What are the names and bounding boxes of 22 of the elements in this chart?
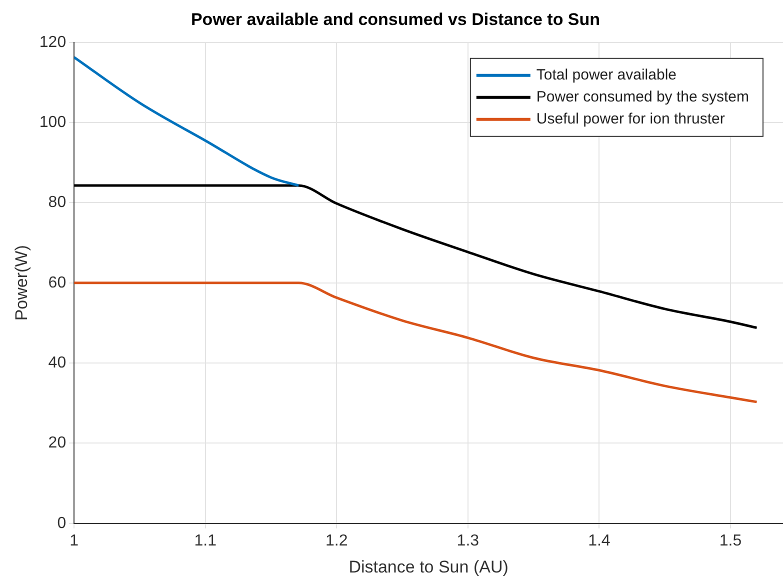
y-tick-label: 120 [39, 34, 66, 51]
legend-label: Useful power for ion thruster [536, 110, 725, 128]
x-tick-label: 1 [70, 532, 79, 550]
y-tick-label: 60 [48, 274, 66, 292]
line-series [74, 184, 758, 330]
x-axis-title: Distance to Sun (AU) [348, 557, 508, 576]
line-series [74, 56, 300, 187]
y-tick-label: 80 [48, 194, 66, 212]
x-tick-label: 1.2 [326, 532, 348, 550]
legend-label: Total power available [536, 66, 676, 84]
y-tick-label: 20 [48, 434, 66, 452]
y-axis-title: Power(W) [12, 245, 31, 321]
y-tick-label: 100 [39, 114, 66, 131]
y-tick-label: 40 [48, 354, 66, 372]
x-tick-label: 1.5 [719, 532, 742, 550]
x-tick-label: 1.3 [456, 532, 480, 550]
chart-title: Power available and consumed vs Distance to Sun [190, 10, 600, 29]
x-tick-label: 1.1 [194, 532, 217, 550]
x-tick-label: 1.4 [588, 532, 610, 550]
line-series [74, 282, 758, 404]
legend-label: Power consumed by the system [536, 88, 749, 106]
y-tick-label: 0 [57, 514, 66, 532]
